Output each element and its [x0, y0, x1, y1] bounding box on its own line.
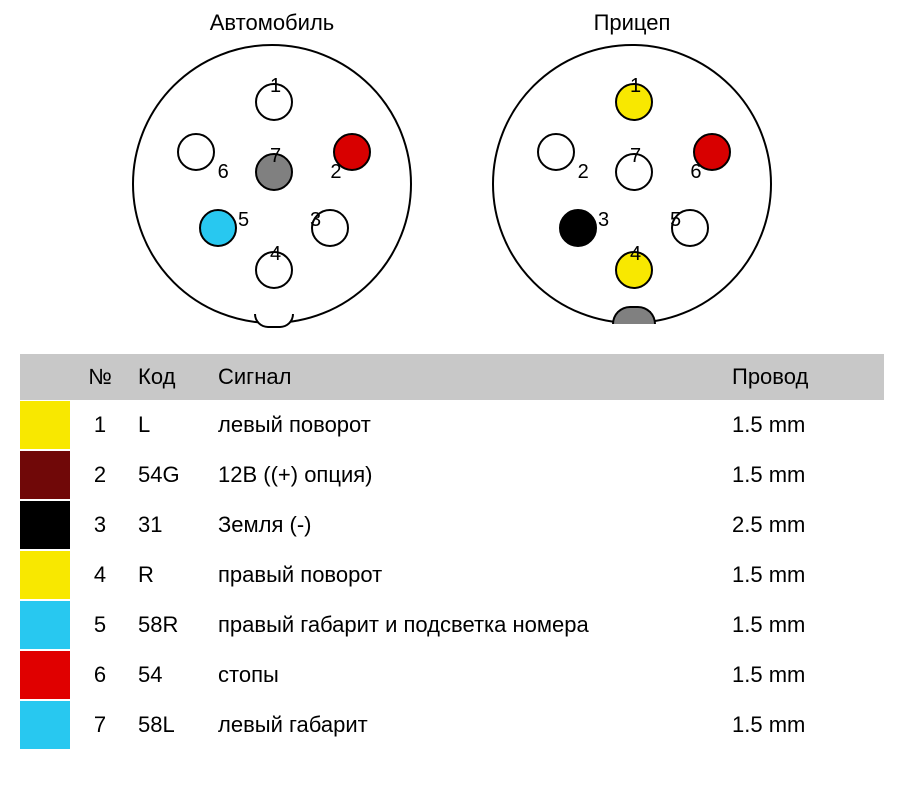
pinout-table: №КодСигналПровод 1Lлевый поворот1.5 mm25…	[20, 354, 884, 750]
pin-label-2: 2	[330, 162, 341, 182]
connector-vehicle-diagram: 1 2 3 4 5 6 7	[132, 44, 412, 324]
pin-label-4: 4	[270, 244, 281, 264]
table-row: 758Lлевый габарит1.5 mm	[20, 700, 884, 750]
cell-wire: 1.5 mm	[724, 550, 884, 600]
color-swatch	[20, 651, 70, 699]
cell-signal: Земля (-)	[210, 500, 724, 550]
table-row: 4Rправый поворот1.5 mm	[20, 550, 884, 600]
cell-wire: 1.5 mm	[724, 600, 884, 650]
color-swatch	[20, 551, 70, 599]
pin-2	[537, 133, 575, 171]
pin-5	[199, 209, 237, 247]
table-row: 558Rправый габарит и подсветка номера1.5…	[20, 600, 884, 650]
color-swatch-cell	[20, 600, 70, 650]
color-swatch-cell	[20, 650, 70, 700]
pin-label-3: 3	[310, 210, 321, 230]
cell-code: 54G	[130, 450, 210, 500]
connector-trailer: Прицеп 1 2 3 4 5 6 7	[492, 10, 772, 324]
connector-trailer-title: Прицеп	[594, 10, 671, 36]
cell-code: 54	[130, 650, 210, 700]
pin-label-7: 7	[270, 146, 281, 166]
cell-code: 58L	[130, 700, 210, 750]
color-swatch-cell	[20, 450, 70, 500]
cell-num: 7	[70, 700, 130, 750]
pin-6	[177, 133, 215, 171]
cell-signal: стопы	[210, 650, 724, 700]
table-row: 331Земля (-)2.5 mm	[20, 500, 884, 550]
connector-notch	[254, 314, 294, 328]
pin-label-1: 1	[270, 76, 281, 96]
cell-wire: 2.5 mm	[724, 500, 884, 550]
cell-signal: правый поворот	[210, 550, 724, 600]
connector-trailer-diagram: 1 2 3 4 5 6 7	[492, 44, 772, 324]
col-header-signal: Сигнал	[210, 354, 724, 400]
pinout-table-wrap: №КодСигналПровод 1Lлевый поворот1.5 mm25…	[0, 354, 904, 780]
pin-label-5: 5	[238, 210, 249, 230]
cell-signal: правый габарит и подсветка номера	[210, 600, 724, 650]
cell-code: 31	[130, 500, 210, 550]
col-header-num: №	[70, 354, 130, 400]
color-swatch	[20, 401, 70, 449]
col-header-wire: Провод	[724, 354, 884, 400]
table-row: 654стопы1.5 mm	[20, 650, 884, 700]
pin-label-7: 7	[630, 146, 641, 166]
color-swatch-cell	[20, 700, 70, 750]
cell-signal: 12В ((+) опция)	[210, 450, 724, 500]
pin-label-4: 4	[630, 244, 641, 264]
pin-label-5: 5	[670, 210, 681, 230]
connectors-row: Автомобиль 1 2 3 4 5 6 7 Прицеп 1 2 3 4 5 6 7	[0, 0, 904, 354]
cell-num: 4	[70, 550, 130, 600]
cell-signal: левый поворот	[210, 400, 724, 450]
cell-signal: левый габарит	[210, 700, 724, 750]
cell-num: 3	[70, 500, 130, 550]
table-row: 254G12В ((+) опция)1.5 mm	[20, 450, 884, 500]
cell-num: 1	[70, 400, 130, 450]
cell-wire: 1.5 mm	[724, 450, 884, 500]
connector-vehicle: Автомобиль 1 2 3 4 5 6 7	[132, 10, 412, 324]
pin-label-2: 2	[578, 162, 589, 182]
pin-label-3: 3	[598, 210, 609, 230]
cell-wire: 1.5 mm	[724, 650, 884, 700]
cell-num: 2	[70, 450, 130, 500]
color-swatch	[20, 501, 70, 549]
cell-code: R	[130, 550, 210, 600]
color-swatch-cell	[20, 500, 70, 550]
cell-code: L	[130, 400, 210, 450]
pin-label-6: 6	[690, 162, 701, 182]
pin-3	[559, 209, 597, 247]
cell-code: 58R	[130, 600, 210, 650]
table-row: 1Lлевый поворот1.5 mm	[20, 400, 884, 450]
cell-num: 6	[70, 650, 130, 700]
pin-label-6: 6	[218, 162, 229, 182]
col-header-color	[20, 354, 70, 400]
cell-wire: 1.5 mm	[724, 400, 884, 450]
table-body: 1Lлевый поворот1.5 mm254G12В ((+) опция)…	[20, 400, 884, 750]
connector-vehicle-title: Автомобиль	[210, 10, 335, 36]
cell-wire: 1.5 mm	[724, 700, 884, 750]
col-header-code: Код	[130, 354, 210, 400]
pin-label-1: 1	[630, 76, 641, 96]
table-header: №КодСигналПровод	[20, 354, 884, 400]
color-swatch	[20, 451, 70, 499]
color-swatch-cell	[20, 400, 70, 450]
connector-notch	[612, 306, 656, 324]
cell-num: 5	[70, 600, 130, 650]
color-swatch	[20, 701, 70, 749]
color-swatch	[20, 601, 70, 649]
color-swatch-cell	[20, 550, 70, 600]
